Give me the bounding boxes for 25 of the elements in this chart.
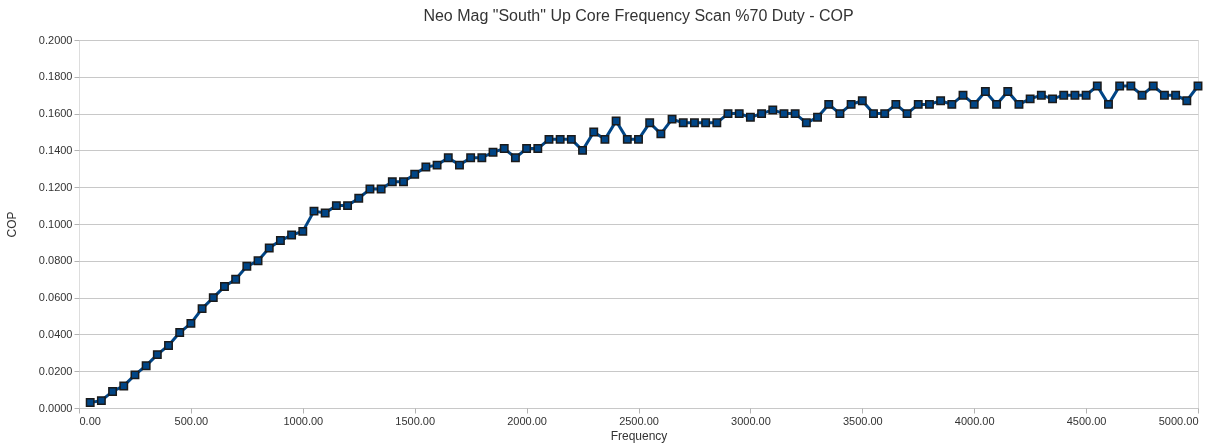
y-tick-label: 0.2000 <box>38 33 73 46</box>
y-tick-label: 0.1800 <box>38 70 73 83</box>
x-tick-label: 4000.00 <box>954 414 995 427</box>
x-tick-label: 4500.00 <box>1066 414 1107 427</box>
y-tick-label: 0.0000 <box>38 401 73 414</box>
y-tick-label: 0.1600 <box>38 107 73 120</box>
y-tick-label: 0.0800 <box>38 254 73 267</box>
x-tick-label: 500.00 <box>174 414 209 427</box>
x-tick-label: 1000.00 <box>283 414 324 427</box>
x-tick-label: 5000.00 <box>1158 414 1199 427</box>
x-tick-label: 1500.00 <box>395 414 436 427</box>
y-tick-label: 0.0200 <box>38 364 73 377</box>
chart-title: Neo Mag "South" Up Core Frequency Scan %70 Duty - COP <box>423 7 854 24</box>
y-tick-label: 0.0600 <box>38 291 73 304</box>
y-axis-title: COP <box>4 211 19 238</box>
y-tick-label: 0.1200 <box>38 180 73 193</box>
y-tick-label: 0.1400 <box>38 143 73 156</box>
y-tick-label: 0.1000 <box>38 217 73 230</box>
x-axis-title: Frequency <box>610 428 668 443</box>
y-tick-label: 0.0400 <box>38 327 73 340</box>
x-tick-label: 3000.00 <box>731 414 771 427</box>
x-tick-label: 2500.00 <box>619 414 659 427</box>
x-tick-label: 2000.00 <box>507 414 547 427</box>
x-tick-label: 0.00 <box>79 414 101 427</box>
x-tick-label: 3500.00 <box>842 414 883 427</box>
